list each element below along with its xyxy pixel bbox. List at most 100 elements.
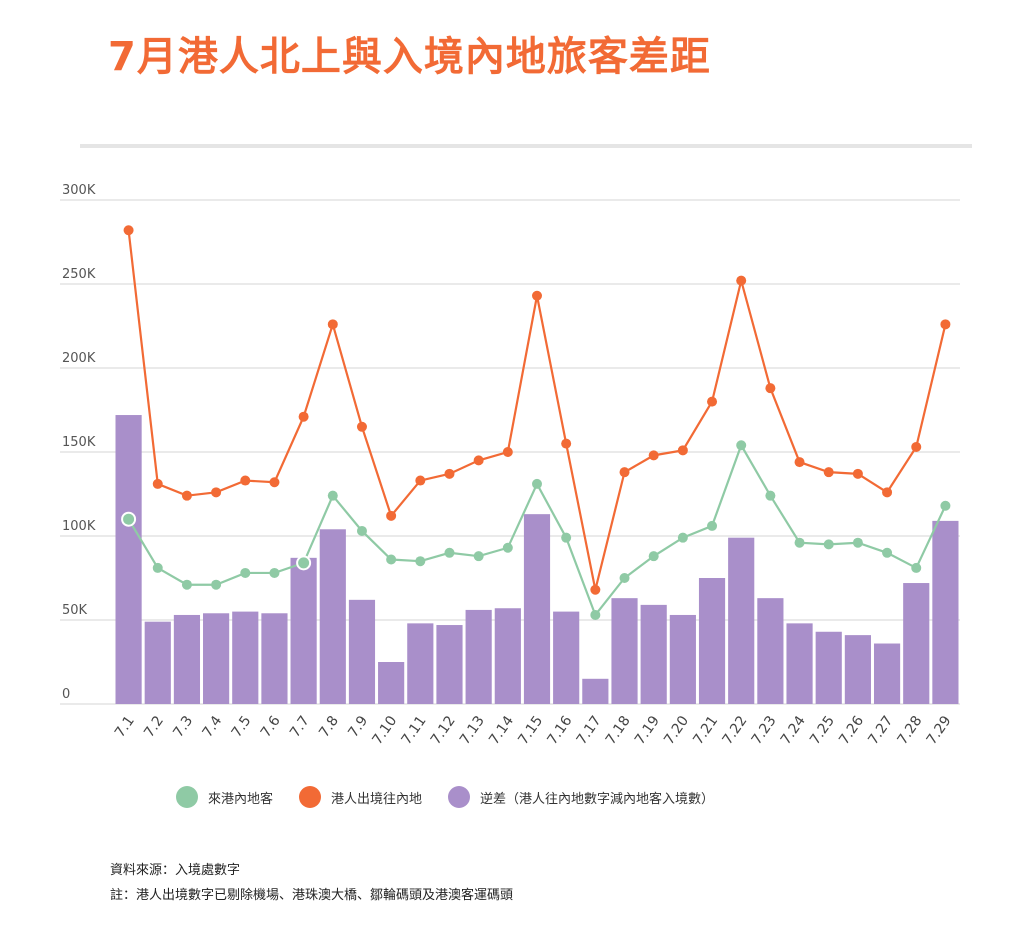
bar-deficit-7.22 [728,537,755,704]
x-tick-label: 7.24 [778,713,809,748]
x-tick-label: 7.7 [287,713,313,740]
x-tick-label: 7.10 [369,713,400,748]
point-visitors-7.5 [240,567,251,578]
x-tick-label: 7.8 [316,713,342,740]
point-departures-7.27 [882,487,893,498]
point-departures-7.25 [823,467,834,478]
bar-deficit-7.13 [465,609,492,704]
point-visitors-7.8 [327,490,338,501]
x-tick-label: 7.6 [258,713,284,740]
legend: 來港內地客 港人出境往內地 逆差（港人往內地數字減內地客入境數） [176,786,740,808]
y-tick-label: 300K [62,183,96,198]
point-departures-7.4 [211,487,222,498]
bar-deficit-7.12 [436,625,463,704]
x-tick-label: 7.20 [661,713,692,748]
x-tick-label: 7.5 [229,713,255,740]
y-tick-label: 100K [62,519,96,534]
x-tick-label: 7.19 [632,713,663,748]
point-visitors-7.7 [296,555,312,571]
bar-deficit-7.10 [378,662,405,704]
x-tick-label: 7.22 [719,713,750,748]
point-departures-7.16 [561,438,572,449]
legend-label: 港人出境往內地 [331,791,423,807]
point-visitors-7.12 [444,547,455,558]
bar-deficit-7.8 [319,529,346,704]
bar-deficit-7.3 [173,614,201,704]
bar-deficit-7.7 [290,557,317,704]
point-departures-7.23 [765,383,776,394]
x-tick-label: 7.18 [603,713,634,748]
bar-deficit-7.14 [494,608,521,704]
bar-deficit-7.9 [348,599,376,704]
legend-label: 來港內地客 [208,791,274,807]
x-tick-label: 7.1 [112,713,138,740]
x-tick-label: 7.27 [865,713,896,748]
bar-deficit-7.2 [144,621,171,704]
y-tick-label: 200K [62,351,96,366]
point-departures-7.10 [386,510,397,521]
x-tick-label: 7.11 [399,713,430,748]
x-tick-label: 7.17 [574,713,605,748]
y-tick-label: 0 [62,687,70,702]
y-tick-label: 150K [62,435,96,450]
bar-series [115,415,959,704]
point-departures-7.6 [269,477,280,488]
point-departures-7.19 [648,450,659,461]
x-tick-label: 7.14 [486,713,517,748]
x-tick-label: 7.13 [457,713,488,748]
point-departures-7.2 [152,478,163,489]
bar-deficit-7.23 [757,598,784,704]
point-departures-7.7 [298,411,309,422]
point-visitors-7.11 [415,556,426,567]
point-visitors-7.29 [940,500,951,511]
point-departures-7.13 [473,455,484,466]
x-tick-label: 7.15 [515,713,546,748]
x-tick-label: 7.26 [836,713,867,748]
bar-deficit-7.24 [786,623,813,704]
x-tick-label: 7.21 [690,713,721,748]
point-departures-7.11 [415,475,426,486]
x-tick-label: 7.4 [200,713,226,740]
bar-deficit-7.28 [903,583,930,704]
legend-swatch-orange [299,786,322,808]
bar-deficit-7.17 [582,678,609,704]
bar-deficit-7.21 [698,578,726,704]
bar-deficit-7.27 [873,643,901,704]
x-axis-ticks: 7.1 7.2 7.3 7.4 7.5 7.6 7.7 7.8 7.97.107.117.127… [112,713,955,748]
bar-deficit-7.1 [115,415,142,704]
x-tick-label: 7.16 [544,713,575,748]
point-departures-7.8 [327,319,338,330]
source-notes: 資料來源：入境處數字 註：港人出境數字已剔除機場、港珠澳大橋、鄒輪碼頭及港澳客運… [110,858,513,908]
bar-deficit-7.6 [261,613,288,704]
point-visitors-7.1 [121,511,137,527]
bar-deficit-7.11 [407,623,434,704]
x-tick-label: 7.28 [895,713,926,748]
y-axis-ticks: 0 50K 100K 150K 200K 250K 300K [62,183,96,702]
point-departures-7.5 [240,475,251,486]
legend-swatch-green [176,786,198,808]
point-departures-7.15 [532,290,542,301]
point-visitors-7.27 [882,547,893,558]
point-visitors-7.16 [561,532,572,543]
y-tick-label: 50K [62,603,88,618]
point-departures-7.12 [444,468,455,479]
point-visitors-7.28 [911,562,922,573]
point-visitors-7.4 [211,579,222,590]
point-departures-7.17 [590,584,601,595]
chart-title: 7月港人北上與入境內地旅客差距 [108,34,711,80]
point-departures-7.22 [736,275,747,286]
point-departures-7.3 [181,490,192,501]
point-departures-7.1 [123,225,134,236]
x-tick-label: 7.9 [345,713,371,740]
point-visitors-7.14 [502,542,513,553]
bar-deficit-7.20 [669,614,696,704]
point-visitors-7.19 [648,551,659,562]
point-visitors-7.24 [794,537,805,548]
x-tick-label: 7.12 [428,713,459,748]
point-departures-7.26 [852,468,863,479]
bar-deficit-7.18 [611,598,638,704]
legend-item-visitors: 來港內地客 [176,786,273,808]
bar-deficit-7.26 [844,635,871,704]
point-departures-7.18 [619,467,630,478]
